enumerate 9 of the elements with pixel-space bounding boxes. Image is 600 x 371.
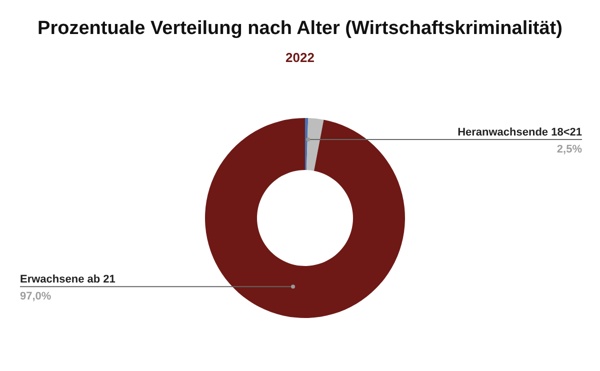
chart-title: Prozentuale Verteilung nach Alter (Wirtschaftskriminalität) xyxy=(36,18,564,40)
donut-slice xyxy=(306,118,324,171)
donut-slice xyxy=(205,118,405,318)
slice-label: Heranwachsende 18<21 xyxy=(458,126,582,138)
data-label: 2,5% xyxy=(556,143,582,156)
slice-label: Erwachsene ab 21 xyxy=(20,274,116,286)
donut-slice xyxy=(305,118,308,170)
data-label: 97,0% xyxy=(20,290,52,303)
chart-subtitle: 2022 xyxy=(284,50,316,65)
